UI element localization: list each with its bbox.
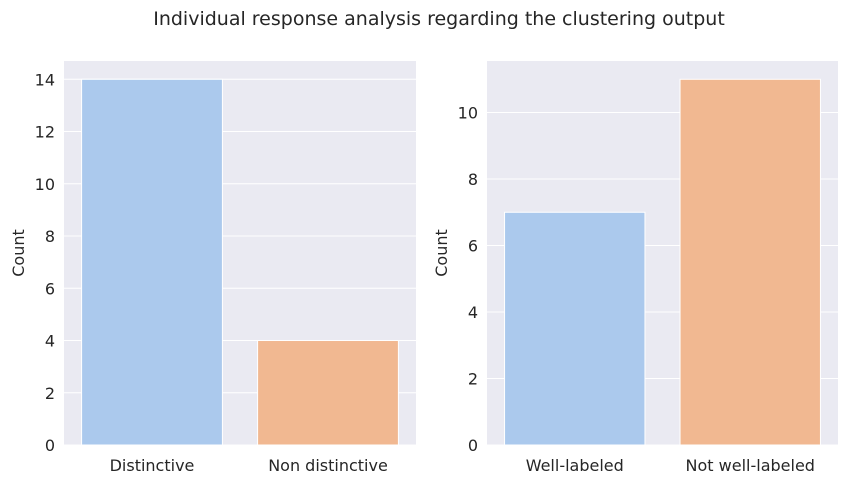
y-tick-label: 4 <box>45 332 55 351</box>
y-tick-label: 2 <box>45 384 55 403</box>
y-tick-label: 6 <box>468 237 478 256</box>
y-axis-label: Count <box>9 229 28 277</box>
y-tick-label: 14 <box>35 70 55 89</box>
bar-distinctive <box>81 78 223 446</box>
x-tick-label: Non distinctive <box>268 456 388 475</box>
y-tick-label: 10 <box>35 175 55 194</box>
y-tick-label: 4 <box>468 303 478 322</box>
x-tick-label: Not well-labeled <box>686 456 815 475</box>
x-tick-label: Well-labeled <box>526 456 624 475</box>
y-axis-label: Count <box>432 229 451 277</box>
y-tick-label: 8 <box>468 170 478 189</box>
y-tick-label: 12 <box>35 123 55 142</box>
bar-well-labeled <box>504 211 646 446</box>
y-tick-label: 0 <box>45 436 55 455</box>
chart-panels: 0 2 4 6 8 10 12 14 Distinctive Non distinctive Cou… <box>9 61 838 475</box>
y-tick-label: 6 <box>45 279 55 298</box>
chart-2: 0 2 4 6 8 10 Well-labeled Not well-labeled Count <box>432 61 838 475</box>
chart-1: 0 2 4 6 8 10 12 14 Distinctive Non distinctive Cou… <box>9 61 416 475</box>
y-tick-label: 10 <box>458 104 478 123</box>
bar-non-distinctive <box>257 340 399 446</box>
y-tick-label: 2 <box>468 370 478 389</box>
figure-title: Individual response analysis regarding t… <box>153 8 725 30</box>
bar-not-well-labeled <box>679 78 821 446</box>
y-tick-label: 8 <box>45 227 55 246</box>
y-tick-label: 0 <box>468 436 478 455</box>
x-tick-label: Distinctive <box>110 456 195 475</box>
